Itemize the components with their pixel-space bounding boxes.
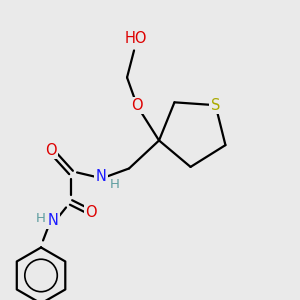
Text: O: O <box>131 98 143 113</box>
Text: H: H <box>110 178 120 191</box>
Text: HO: HO <box>125 31 147 46</box>
Text: H: H <box>36 212 46 225</box>
Text: N: N <box>48 213 58 228</box>
Text: S: S <box>211 98 220 113</box>
Text: O: O <box>85 205 97 220</box>
Text: N: N <box>96 169 106 184</box>
Text: O: O <box>45 143 57 158</box>
